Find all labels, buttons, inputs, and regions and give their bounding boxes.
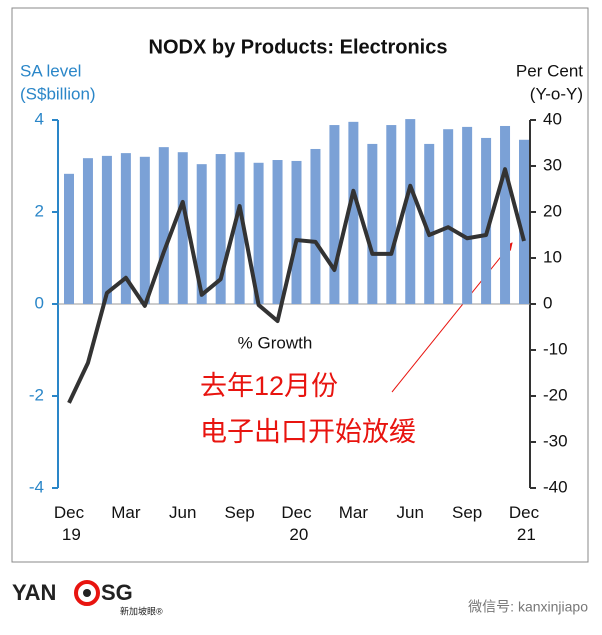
x-tick-label: Jun	[397, 503, 424, 522]
y2-tick-label: 20	[543, 201, 562, 220]
bar	[101, 155, 112, 304]
y-tick-label: 2	[35, 201, 44, 220]
y2-tick-label: 30	[543, 155, 562, 174]
y2-label: (Y-o-Y)	[530, 84, 583, 103]
line	[67, 167, 526, 404]
y2-tick-label: 40	[543, 109, 562, 128]
bar	[234, 152, 245, 304]
bar	[120, 153, 131, 304]
bar	[139, 156, 150, 304]
bar	[519, 139, 529, 304]
logo-icon	[83, 589, 91, 597]
y2-tick-label: 10	[543, 247, 562, 266]
bar	[196, 164, 207, 304]
bar	[367, 143, 378, 304]
annotation: 去年12月份	[200, 371, 338, 401]
y-tick-label: 4	[35, 109, 44, 128]
x-tick-label: Sep	[452, 503, 482, 522]
chart-title: NODX by Products: Electronics	[149, 36, 448, 58]
logo-icon	[74, 580, 100, 606]
y2-tick-label: 0	[543, 293, 552, 312]
bar	[158, 147, 169, 304]
logo-text: YAN	[12, 580, 56, 605]
line-label: % Growth	[238, 333, 313, 352]
bar	[329, 125, 340, 304]
bar	[82, 158, 93, 304]
wechat-id: 微信号: kanxinjiapo	[468, 599, 588, 615]
footer: YAN SG 新加坡眼® 微信号: kanxinjiapo	[12, 580, 588, 617]
bar	[481, 137, 492, 304]
x-tick-label: Dec 19	[54, 503, 85, 544]
bar	[177, 152, 188, 304]
y2-tick-label: -10	[543, 339, 568, 358]
bar	[215, 154, 226, 304]
bar	[386, 125, 397, 304]
bar	[291, 160, 302, 304]
bar	[462, 126, 473, 305]
logo-text: SG	[101, 580, 133, 605]
x-tick-label: Dec 20	[281, 503, 312, 544]
bar	[253, 162, 264, 304]
bar	[348, 121, 359, 304]
y-label: (S$billion)	[20, 84, 96, 103]
bar	[310, 148, 321, 304]
bar	[272, 160, 283, 304]
y-label: SA level	[20, 61, 81, 80]
bar	[64, 173, 74, 304]
x-tick-label: Dec 21	[509, 503, 540, 544]
y2-label: Per Cent	[516, 61, 583, 80]
y-tick-label: -2	[29, 385, 44, 404]
bar	[500, 125, 511, 304]
bar	[424, 143, 435, 304]
x-tick-label: Jun	[169, 503, 196, 522]
bar	[405, 119, 416, 304]
y-tick-label: -4	[29, 477, 44, 496]
y2-tick-label: -20	[543, 385, 568, 404]
x-tick-label: Mar	[339, 503, 369, 522]
annotation-arrow	[391, 242, 513, 393]
y2-tick-label: -30	[543, 431, 568, 450]
y2-tick-label: -40	[543, 477, 568, 496]
y-tick-label: 0	[35, 293, 44, 312]
x-tick-label: Sep	[225, 503, 255, 522]
chart-frame	[11, 7, 589, 563]
annotation: 电子出口开始放缓	[200, 417, 416, 447]
bar	[443, 129, 454, 304]
x-tick-label: Mar	[111, 503, 141, 522]
logo-sub: 新加坡眼®	[120, 605, 163, 616]
